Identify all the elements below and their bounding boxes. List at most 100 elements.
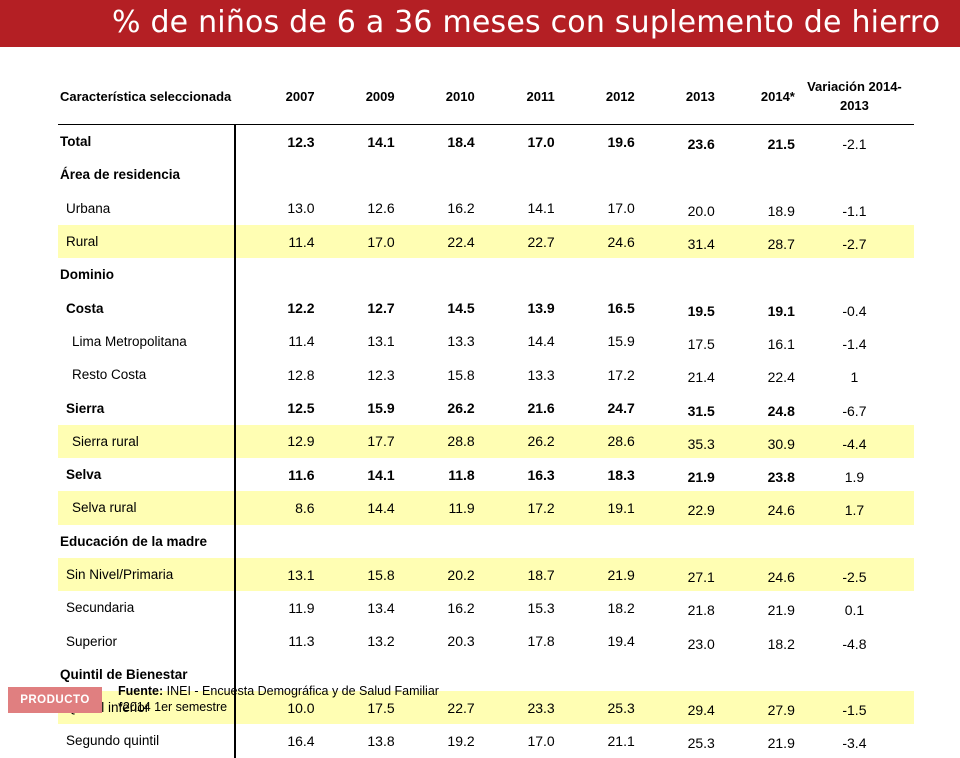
cell-value: 23.0	[687, 635, 715, 652]
page-title: % de niños de 6 a 36 meses con suplement…	[112, 5, 941, 40]
cell-value: 25.3	[554, 691, 635, 725]
cell-value: 17.0	[314, 224, 395, 259]
cell-variation: -2.7	[794, 224, 914, 259]
cell-value: 13.9	[527, 300, 555, 317]
cell-value: 21.9	[767, 735, 795, 752]
cell-value: 22.4	[394, 224, 475, 259]
cell-value: 30.9	[714, 424, 795, 458]
cell-value: 11.4	[233, 324, 315, 359]
cell-value: 21.6	[527, 400, 555, 417]
table-row: Selva 11.6 14.1 11.8 16.3 18.3 21.9 23.8 1.9	[58, 457, 914, 492]
cell-value: 13.3	[527, 366, 555, 383]
cell-value	[555, 658, 635, 691]
cell-value: 23.3	[474, 691, 555, 725]
header-year: 2012	[554, 68, 635, 125]
cell-value	[635, 158, 715, 191]
cell-value: 22.7	[474, 224, 555, 259]
cell-value: 15.3	[527, 599, 555, 616]
cell-value	[635, 525, 715, 558]
row-label: Secundaria	[66, 600, 135, 616]
cell-value: 16.2	[447, 200, 475, 217]
cell-value	[715, 525, 795, 558]
cell-value: 26.2	[447, 400, 475, 417]
table-row: Segundo quintil 16.4 13.8 19.2 17.0 21.1 25.3 2…	[58, 724, 914, 758]
cell-value: 27.1	[634, 557, 715, 592]
table-header-row: Característica seleccionada 2007 2009 20…	[58, 68, 914, 125]
cell-value: 13.1	[367, 333, 395, 350]
cell-value: 21.8	[687, 602, 715, 619]
cell-value: 15.8	[447, 366, 475, 383]
row-label: Educación de la madre	[60, 533, 208, 549]
cell-value: 8.6	[233, 491, 315, 525]
cell-value: 18.9	[767, 202, 795, 219]
cell-value: 17.5	[314, 691, 395, 725]
table-row: Costa 12.2 12.7 14.5 13.9 16.5 19.5 19.1 -0.4	[58, 291, 914, 325]
table-row: Lima Metropolitana 11.4 13.1 13.3 14.4 15.9 17…	[58, 324, 914, 359]
cell-value: 25.3	[687, 735, 715, 752]
cell-value	[555, 258, 635, 291]
cell-value	[315, 158, 395, 191]
cell-value: 11.9	[394, 491, 475, 525]
row-label: Segundo quintil	[66, 733, 160, 749]
cell-value: 21.1	[607, 732, 635, 749]
cell-value: 17.7	[314, 424, 395, 458]
cell-value: 24.8	[767, 402, 795, 419]
cell-value: 12.8	[233, 358, 315, 392]
header-year: 2014*	[714, 68, 795, 125]
cell-value: 12.3	[367, 366, 395, 383]
row-label: Costa	[66, 300, 104, 316]
cell-value: 12.9	[233, 424, 315, 458]
cell-value: 31.5	[687, 402, 715, 419]
cell-value: 18.4	[447, 133, 475, 150]
row-label: Sin Nivel/Primaria	[58, 557, 235, 592]
cell-value	[233, 258, 315, 292]
cell-value: 17.2	[474, 491, 555, 525]
cell-variation: -3.4	[842, 735, 867, 752]
cell-value: 28.8	[394, 424, 475, 458]
cell-value: 21.9	[767, 602, 795, 619]
cell-value: 28.7	[714, 224, 795, 259]
cell-value: 24.7	[607, 400, 635, 417]
cell-value: 19.2	[447, 732, 475, 749]
cell-value: 15.9	[607, 333, 635, 350]
table-section-row: Dominio	[58, 258, 914, 292]
cell-variation: -0.4	[842, 302, 867, 319]
row-label: Lima Metropolitana	[72, 333, 187, 349]
cell-value: 14.1	[527, 200, 555, 217]
cell-variation: -6.7	[842, 402, 867, 419]
cell-value	[475, 658, 555, 691]
cell-variation: 1.7	[794, 491, 914, 525]
data-table: Característica seleccionada 2007 2009 20…	[58, 68, 914, 758]
cell-value: 12.6	[367, 200, 395, 217]
cell-value: 16.1	[767, 335, 795, 352]
cell-value: 19.5	[687, 302, 715, 319]
row-label: Urbana	[66, 200, 111, 216]
cell-value: 35.3	[634, 424, 715, 458]
cell-value	[395, 258, 475, 291]
row-label: Selva rural	[58, 491, 235, 525]
cell-value	[715, 258, 795, 291]
cell-value: 19.1	[554, 491, 635, 525]
cell-value	[635, 258, 715, 291]
cell-value: 13.2	[367, 633, 395, 650]
data-table-container: Característica seleccionada 2007 2009 20…	[58, 68, 914, 758]
footnote: *2014 1er semestre	[118, 700, 228, 714]
cell-variation	[795, 158, 914, 191]
cell-value: 23.6	[687, 136, 715, 153]
cell-value: 16.5	[607, 300, 635, 317]
cell-value: 29.4	[634, 691, 715, 725]
row-label: Dominio	[60, 267, 114, 283]
cell-value: 11.6	[233, 457, 315, 492]
cell-value	[635, 658, 715, 691]
cell-value: 11.8	[448, 466, 475, 483]
cell-value: 14.5	[447, 300, 475, 317]
cell-value	[233, 657, 315, 692]
source-label: Fuente:	[118, 684, 164, 698]
cell-value: 13.4	[367, 599, 395, 616]
cell-value: 23.8	[767, 469, 795, 486]
cell-value	[315, 525, 395, 558]
cell-value: 16.2	[447, 599, 475, 616]
cell-value: 20.3	[447, 633, 475, 650]
cell-value: 13.0	[233, 191, 315, 225]
row-label: Resto Costa	[72, 367, 147, 383]
